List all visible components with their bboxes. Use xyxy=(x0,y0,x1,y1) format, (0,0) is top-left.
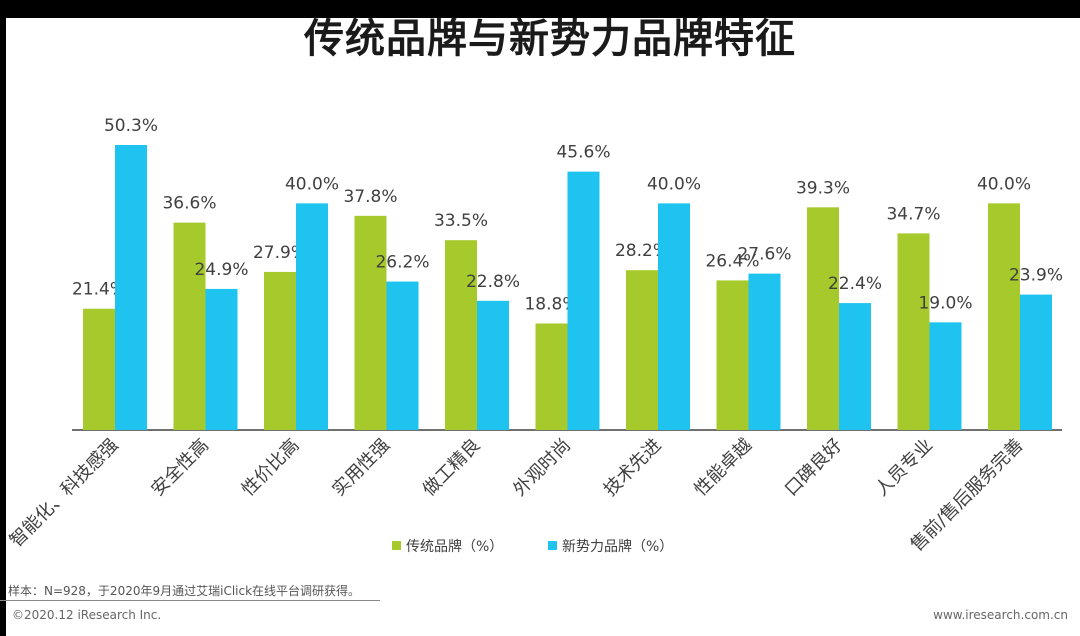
value-label-newforce-6: 40.0% xyxy=(647,174,701,194)
legend-newforce-swatch xyxy=(548,541,557,550)
bar-newforce-6 xyxy=(658,203,690,430)
category-label-0: 智能化、科技感强 xyxy=(6,435,123,552)
value-label-newforce-4: 22.8% xyxy=(466,272,520,292)
value-label-traditional-3: 37.8% xyxy=(343,187,397,207)
bar-newforce-7 xyxy=(748,273,781,430)
category-label-2: 性价比高 xyxy=(238,435,304,501)
value-label-traditional-6: 28.2% xyxy=(615,241,669,261)
value-label-newforce-7: 27.6% xyxy=(737,245,791,265)
value-label-newforce-3: 26.2% xyxy=(375,253,429,273)
category-label-7: 性能卓越 xyxy=(690,435,756,501)
bar-newforce-2 xyxy=(296,203,328,430)
value-label-traditional-8: 39.3% xyxy=(796,178,850,198)
website-text: www.iresearch.com.cn xyxy=(933,608,1068,622)
value-label-traditional-5: 18.8% xyxy=(524,294,578,314)
bar-newforce-5 xyxy=(567,171,600,430)
bar-traditional-4 xyxy=(445,240,477,430)
bar-newforce-0 xyxy=(115,145,147,430)
bar-traditional-2 xyxy=(264,271,296,430)
value-label-newforce-0: 50.3% xyxy=(104,116,158,136)
note-divider xyxy=(0,600,380,601)
value-label-traditional-4: 33.5% xyxy=(434,211,488,231)
sample-note: 样本：N=928，于2020年9月通过艾瑞iClick在线平台调研获得。 xyxy=(8,584,361,598)
bar-newforce-10 xyxy=(1020,294,1052,430)
bar-newforce-8 xyxy=(839,303,871,430)
copyright-text: ©2020.12 iResearch Inc. xyxy=(12,608,162,622)
left-black-bar xyxy=(0,18,6,636)
category-label-8: 口碑良好 xyxy=(781,435,847,501)
value-label-traditional-10: 40.0% xyxy=(977,174,1031,194)
value-label-newforce-8: 22.4% xyxy=(828,274,882,294)
value-label-newforce-10: 23.9% xyxy=(1009,266,1063,286)
value-label-newforce-1: 24.9% xyxy=(194,260,248,280)
bar-newforce-9 xyxy=(929,322,962,430)
value-label-traditional-9: 34.7% xyxy=(886,204,940,224)
bar-traditional-0 xyxy=(83,308,115,430)
bar-newforce-3 xyxy=(386,281,419,430)
bar-traditional-8 xyxy=(807,207,839,430)
value-label-traditional-7: 26.4% xyxy=(705,251,759,271)
bar-traditional-6 xyxy=(626,270,658,430)
category-label-4: 做工精良 xyxy=(419,435,485,501)
value-label-newforce-5: 45.6% xyxy=(556,143,610,163)
bar-newforce-4 xyxy=(477,300,509,430)
category-label-5: 外观时尚 xyxy=(509,435,575,501)
bar-traditional-10 xyxy=(988,203,1020,430)
bar-traditional-3 xyxy=(354,215,387,430)
top-black-bar xyxy=(0,0,1080,18)
legend-traditional-swatch xyxy=(392,541,401,550)
legend-traditional-label: 传统品牌（%） xyxy=(406,538,503,555)
bar-chart: 21.4% 50.3% 智能化、科技感强 36.6% 24.9% 安全性高 27.9% 40.… xyxy=(6,116,1063,556)
category-label-6: 技术先进 xyxy=(600,435,666,501)
bar-traditional-1 xyxy=(173,222,206,430)
category-label-1: 安全性高 xyxy=(147,435,213,501)
bar-traditional-5 xyxy=(535,323,568,430)
value-label-traditional-2: 27.9% xyxy=(253,243,307,263)
value-label-traditional-1: 36.6% xyxy=(162,194,216,214)
bar-traditional-7 xyxy=(716,280,749,430)
value-label-newforce-9: 19.0% xyxy=(918,293,972,313)
chart-title: 传统品牌与新势力品牌特征 xyxy=(304,16,796,62)
value-label-traditional-0: 21.4% xyxy=(72,280,126,300)
bar-traditional-9 xyxy=(897,233,930,430)
bar-newforce-1 xyxy=(205,288,238,430)
value-label-newforce-2: 40.0% xyxy=(285,174,339,194)
legend-newforce-label: 新势力品牌（%） xyxy=(562,538,673,555)
category-label-3: 实用性强 xyxy=(328,435,394,501)
category-label-9: 人员专业 xyxy=(871,435,937,501)
